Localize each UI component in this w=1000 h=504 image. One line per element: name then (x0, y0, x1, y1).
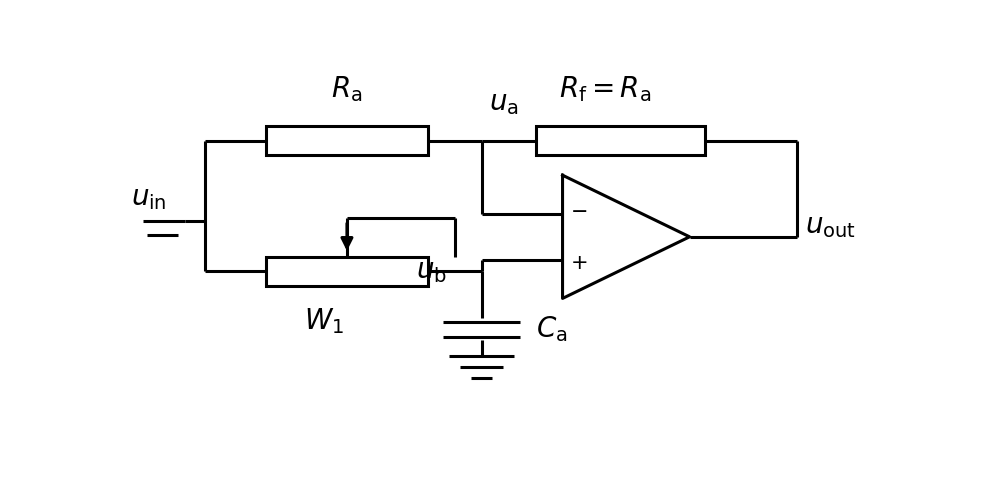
Text: $u_\mathrm{in}$: $u_\mathrm{in}$ (131, 185, 167, 212)
Bar (536, 126, 705, 155)
Text: $W_1$: $W_1$ (304, 306, 344, 336)
Text: $R_\mathrm{f}{=}R_\mathrm{a}$: $R_\mathrm{f}{=}R_\mathrm{a}$ (559, 74, 651, 104)
Text: $-$: $-$ (570, 200, 588, 220)
Text: $R_\mathrm{a}$: $R_\mathrm{a}$ (331, 74, 363, 104)
Bar (266, 257, 428, 286)
Bar (266, 126, 428, 155)
Text: $u_\mathrm{out}$: $u_\mathrm{out}$ (805, 213, 856, 240)
Text: $+$: $+$ (570, 253, 588, 273)
Text: $C_\mathrm{a}$: $C_\mathrm{a}$ (536, 314, 567, 344)
Text: $u_\mathrm{b}$: $u_\mathrm{b}$ (416, 258, 447, 285)
Text: $u_\mathrm{a}$: $u_\mathrm{a}$ (489, 90, 519, 117)
